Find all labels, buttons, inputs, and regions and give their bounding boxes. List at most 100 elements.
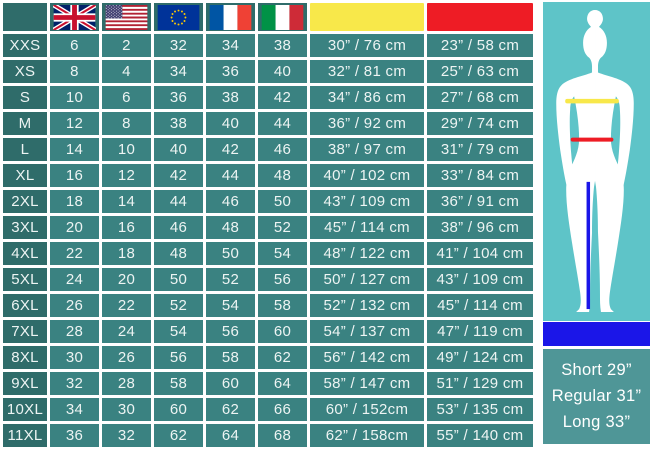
cell-eu: 38	[154, 112, 203, 135]
cell-us: 22	[102, 294, 151, 317]
cell-it: 54	[258, 242, 307, 265]
bust-column-header	[310, 3, 424, 31]
cell-fr: 34	[206, 34, 255, 57]
cell-fr: 48	[206, 216, 255, 239]
uk-flag-header	[50, 3, 99, 31]
cell-waist: 31” / 79 cm	[427, 138, 533, 161]
length-option-regular: Regular 31”	[551, 387, 642, 405]
cell-it: 64	[258, 372, 307, 395]
cell-eu: 54	[154, 320, 203, 343]
cell-bust: 32” / 81 cm	[310, 60, 424, 83]
cell-waist: 29” / 74 cm	[427, 112, 533, 135]
cell-eu: 60	[154, 398, 203, 421]
cell-size: 10XL	[3, 398, 47, 421]
cell-eu: 46	[154, 216, 203, 239]
cell-waist: 53” / 135 cm	[427, 398, 533, 421]
cell-it: 42	[258, 86, 307, 109]
cell-it: 52	[258, 216, 307, 239]
us-flag-header	[102, 3, 151, 31]
cell-waist: 55” / 140 cm	[427, 424, 533, 447]
cell-eu: 36	[154, 86, 203, 109]
cell-uk: 18	[50, 190, 99, 213]
cell-us: 24	[102, 320, 151, 343]
cell-fr: 54	[206, 294, 255, 317]
table-row: 7XL 28 24 54 56 60 54” / 137 cm 47” / 119 cm	[3, 320, 533, 343]
italy-flag-header	[258, 3, 307, 31]
cell-it: 60	[258, 320, 307, 343]
cell-uk: 28	[50, 320, 99, 343]
cell-it: 46	[258, 138, 307, 161]
cell-it: 50	[258, 190, 307, 213]
cell-waist: 33” / 84 cm	[427, 164, 533, 187]
cell-it: 38	[258, 34, 307, 57]
cell-us: 2	[102, 34, 151, 57]
cell-eu: 40	[154, 138, 203, 161]
cell-uk: 30	[50, 346, 99, 369]
waist-line	[570, 137, 614, 142]
cell-eu: 58	[154, 372, 203, 395]
table-row: XS 8 4 34 36 40 32” / 81 cm 25” / 63 cm	[3, 60, 533, 83]
cell-us: 32	[102, 424, 151, 447]
table-row: 5XL 24 20 50 52 56 50” / 127 cm 43” / 109 cm	[3, 268, 533, 291]
cell-us: 8	[102, 112, 151, 135]
cell-us: 30	[102, 398, 151, 421]
cell-us: 16	[102, 216, 151, 239]
cell-bust: 54” / 137 cm	[310, 320, 424, 343]
cell-fr: 40	[206, 112, 255, 135]
cell-uk: 16	[50, 164, 99, 187]
cell-uk: 24	[50, 268, 99, 291]
cell-fr: 46	[206, 190, 255, 213]
inseam-legend-bar	[543, 322, 650, 346]
cell-size: 7XL	[3, 320, 47, 343]
cell-eu: 50	[154, 268, 203, 291]
cell-us: 10	[102, 138, 151, 161]
cell-bust: 52” / 132 cm	[310, 294, 424, 317]
cell-bust: 60” / 152cm	[310, 398, 424, 421]
cell-it: 62	[258, 346, 307, 369]
cell-us: 28	[102, 372, 151, 395]
cell-uk: 10	[50, 86, 99, 109]
length-options-panel: Short 29” Regular 31” Long 33”	[543, 349, 650, 444]
table-row: 3XL 20 16 46 48 52 45” / 114 cm 38” / 96 cm	[3, 216, 533, 239]
cell-eu: 52	[154, 294, 203, 317]
cell-uk: 22	[50, 242, 99, 265]
table-row: 4XL 22 18 48 50 54 48” / 122 cm 41” / 104 cm	[3, 242, 533, 265]
size-conversion-table: XXS 6 2 32 34 38 30” / 76 cm 23” / 58 cm XS 8 4 34 3…	[3, 3, 533, 447]
cell-uk: 12	[50, 112, 99, 135]
cell-uk: 36	[50, 424, 99, 447]
cell-uk: 20	[50, 216, 99, 239]
cell-bust: 34” / 86 cm	[310, 86, 424, 109]
cell-bust: 43” / 109 cm	[310, 190, 424, 213]
cell-waist: 25” / 63 cm	[427, 60, 533, 83]
cell-uk: 26	[50, 294, 99, 317]
length-option-short: Short 29”	[561, 361, 632, 379]
cell-fr: 60	[206, 372, 255, 395]
cell-eu: 44	[154, 190, 203, 213]
cell-uk: 32	[50, 372, 99, 395]
cell-size: XL	[3, 164, 47, 187]
cell-size: 2XL	[3, 190, 47, 213]
cell-eu: 42	[154, 164, 203, 187]
female-silhouette-icon	[556, 9, 634, 313]
cell-size: 3XL	[3, 216, 47, 239]
length-option-long: Long 33”	[562, 413, 631, 431]
cell-us: 14	[102, 190, 151, 213]
cell-fr: 50	[206, 242, 255, 265]
cell-bust: 56” / 142 cm	[310, 346, 424, 369]
cell-fr: 38	[206, 86, 255, 109]
cell-size: L	[3, 138, 47, 161]
cell-fr: 42	[206, 138, 255, 161]
cell-waist: 49” / 124 cm	[427, 346, 533, 369]
cell-size: 9XL	[3, 372, 47, 395]
table-row: 6XL 26 22 52 54 58 52” / 132 cm 45” / 114 cm	[3, 294, 533, 317]
cell-it: 48	[258, 164, 307, 187]
cell-it: 40	[258, 60, 307, 83]
cell-waist: 41” / 104 cm	[427, 242, 533, 265]
cell-bust: 40” / 102 cm	[310, 164, 424, 187]
france-flag-icon	[209, 4, 252, 30]
cell-us: 26	[102, 346, 151, 369]
cell-waist: 38” / 96 cm	[427, 216, 533, 239]
france-flag-header	[206, 3, 255, 31]
waist-column-header	[427, 3, 533, 31]
cell-waist: 45” / 114 cm	[427, 294, 533, 317]
